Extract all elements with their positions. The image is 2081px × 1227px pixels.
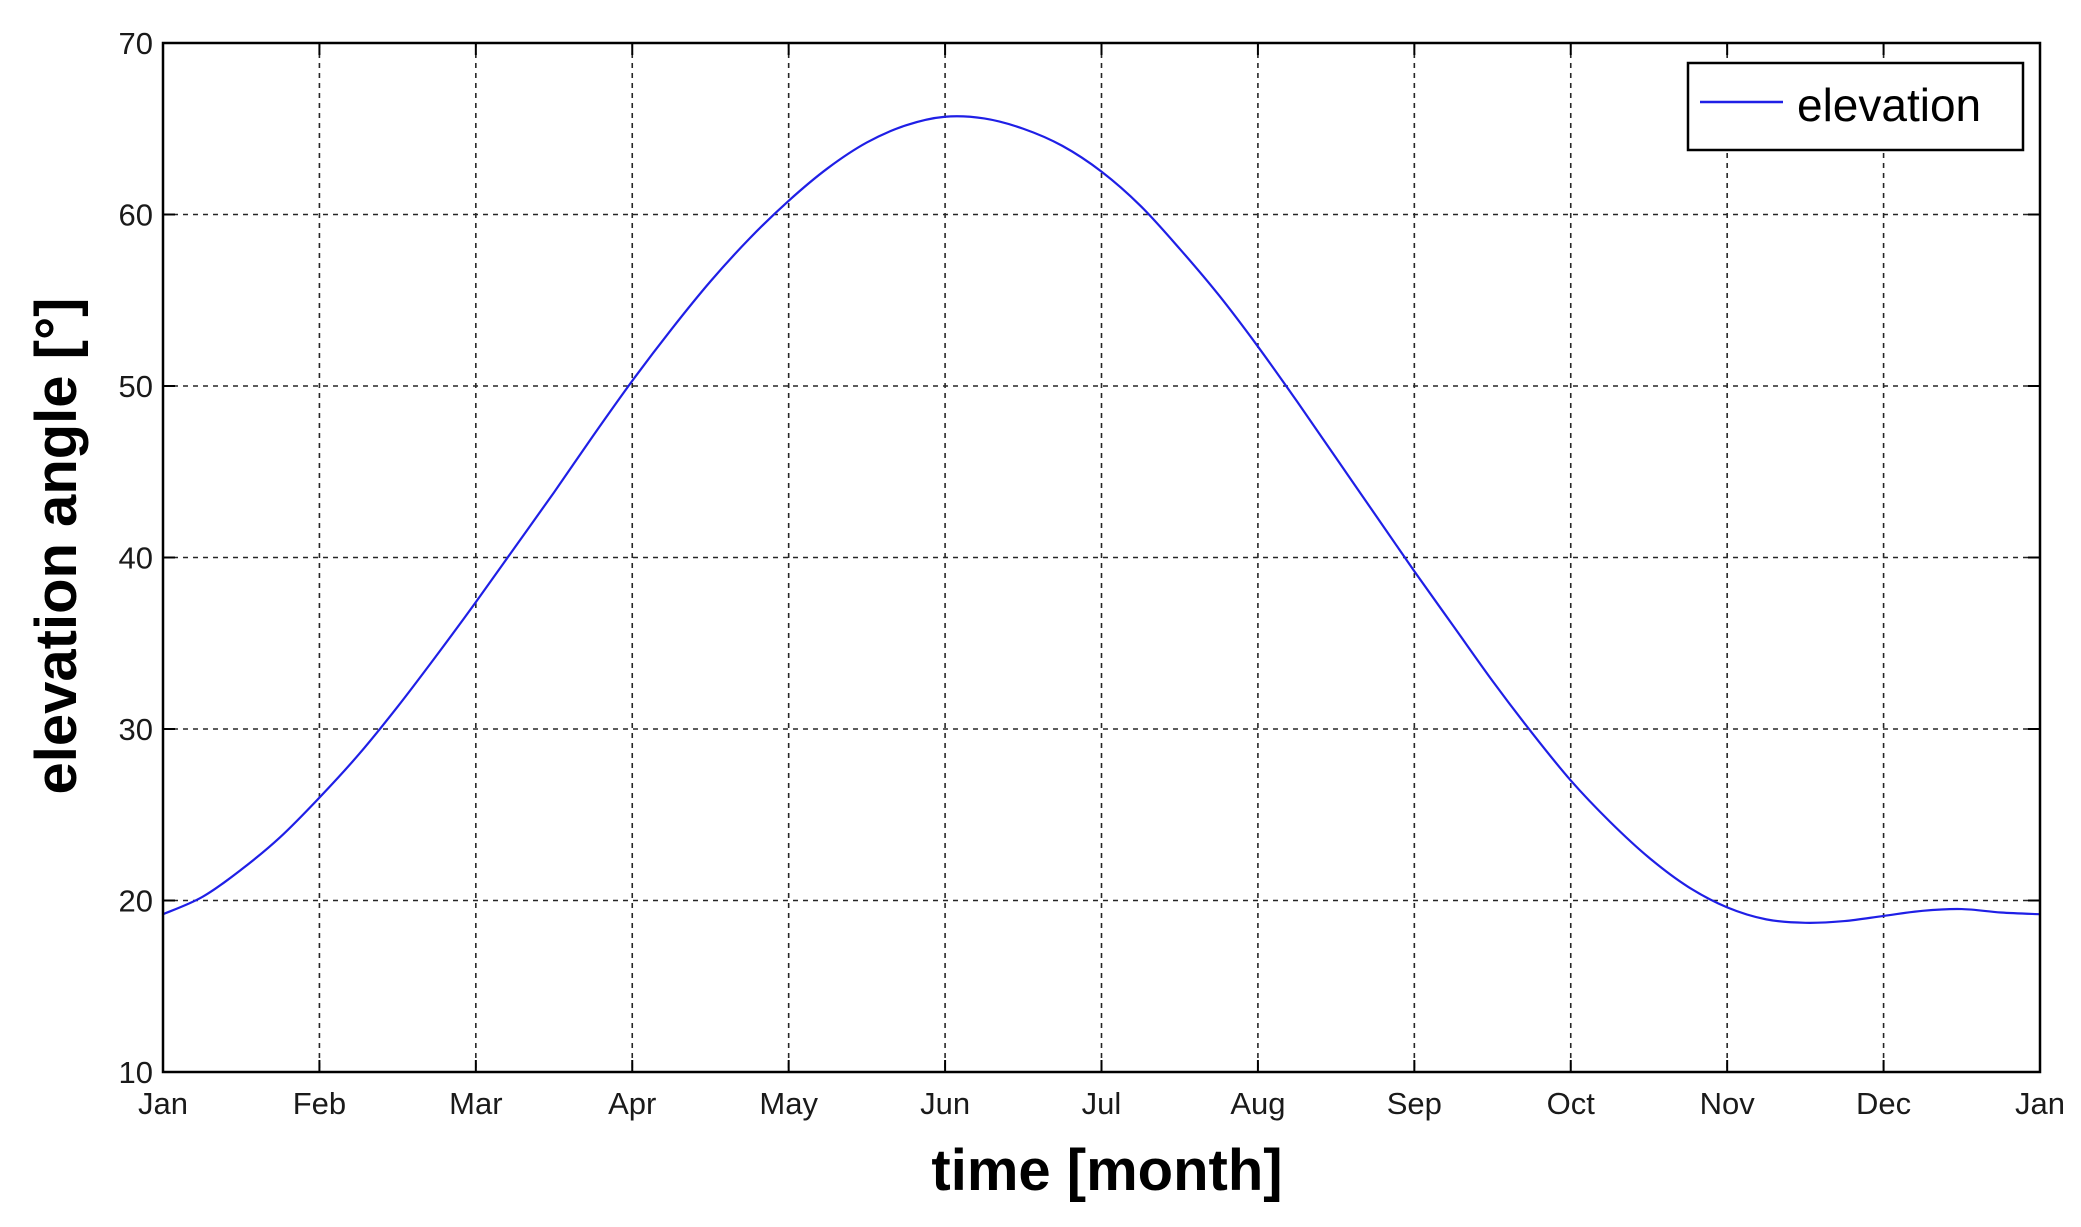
y-tick-label: 70 <box>119 26 153 61</box>
x-tick-label: Oct <box>1547 1086 1596 1121</box>
x-tick-label: May <box>759 1086 818 1121</box>
legend: elevation <box>1686 61 2025 152</box>
x-axis-title: time [month] <box>931 1138 1282 1203</box>
legend-label-elevation: elevation <box>1797 79 1981 131</box>
x-tick-label: Apr <box>608 1086 656 1121</box>
y-tick-label: 10 <box>119 1055 153 1090</box>
grid <box>163 43 2040 1072</box>
x-tick-label: Jul <box>1082 1086 1122 1121</box>
x-tick-label: Dec <box>1856 1086 1911 1121</box>
axis-ticks: Jan Feb Mar Apr May Jun Jul Aug Sep Oct Nov Dec Jan1… <box>119 26 2065 1121</box>
y-tick-label: 40 <box>119 541 153 576</box>
y-tick-label: 30 <box>119 712 153 747</box>
x-tick-label: Mar <box>449 1086 502 1121</box>
x-tick-label: Nov <box>1700 1086 1756 1121</box>
legend-box <box>1686 61 2025 152</box>
x-tick-label: Jun <box>920 1086 970 1121</box>
x-tick-label: Jan <box>2015 1086 2065 1121</box>
y-axis-title: elevation angle [°] <box>24 298 89 795</box>
x-tick-label: Jan <box>138 1086 188 1121</box>
series-line-elevation <box>162 115 2041 924</box>
y-tick-label: 50 <box>119 369 153 404</box>
x-tick-label: Feb <box>293 1086 346 1121</box>
series-layer <box>162 115 2041 924</box>
y-tick-label: 20 <box>119 884 153 919</box>
y-tick-label: 60 <box>119 198 153 233</box>
x-tick-label: Aug <box>1230 1086 1285 1121</box>
x-tick-label: Sep <box>1387 1086 1442 1121</box>
